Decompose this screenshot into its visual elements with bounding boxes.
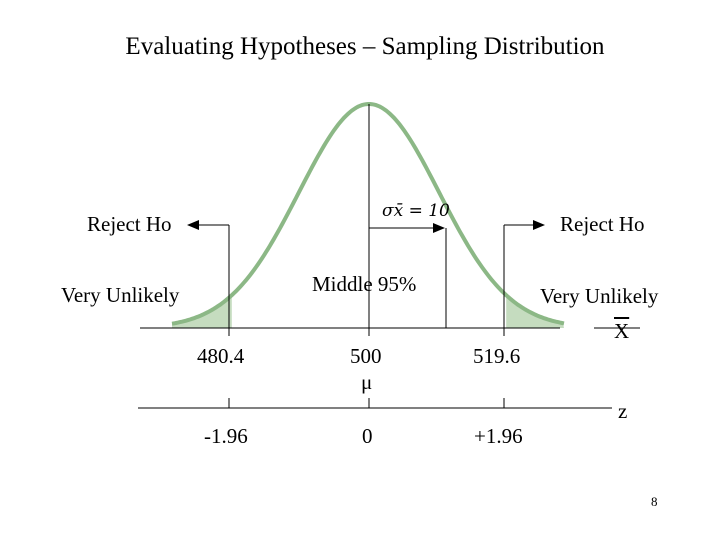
left-rejection-region bbox=[172, 295, 232, 328]
z-tick-label-center: 0 bbox=[362, 424, 373, 448]
slide-title: Evaluating Hypotheses – Sampling Distrib… bbox=[125, 33, 605, 60]
middle-label: Middle 95% bbox=[312, 272, 417, 296]
sigma-arrowhead bbox=[433, 223, 445, 233]
reject-left-arrowhead bbox=[187, 220, 199, 230]
x-axis-name: X bbox=[614, 319, 630, 343]
x-tick-label-right: 519.6 bbox=[473, 344, 521, 368]
very-unlikely-left-label: Very Unlikely bbox=[61, 283, 180, 307]
mu-label: μ bbox=[361, 370, 373, 394]
reject-right-arrowhead bbox=[533, 220, 545, 230]
normal-curve bbox=[171, 102, 565, 326]
z-axis-name: z bbox=[618, 399, 628, 423]
z-tick-label-right: +1.96 bbox=[474, 424, 523, 448]
right-rejection-region bbox=[506, 295, 564, 328]
very-unlikely-right-label: Very Unlikely bbox=[540, 284, 659, 308]
page-number: 8 bbox=[651, 494, 658, 509]
reject-right-label: Reject Ho bbox=[560, 212, 645, 236]
x-tick-label-left: 480.4 bbox=[197, 344, 245, 368]
reject-left-label: Reject Ho bbox=[87, 212, 172, 236]
z-tick-label-left: -1.96 bbox=[204, 424, 248, 448]
x-tick-label-center: 500 bbox=[350, 344, 382, 368]
sigma-label: σx̄ = 10 bbox=[382, 201, 450, 221]
